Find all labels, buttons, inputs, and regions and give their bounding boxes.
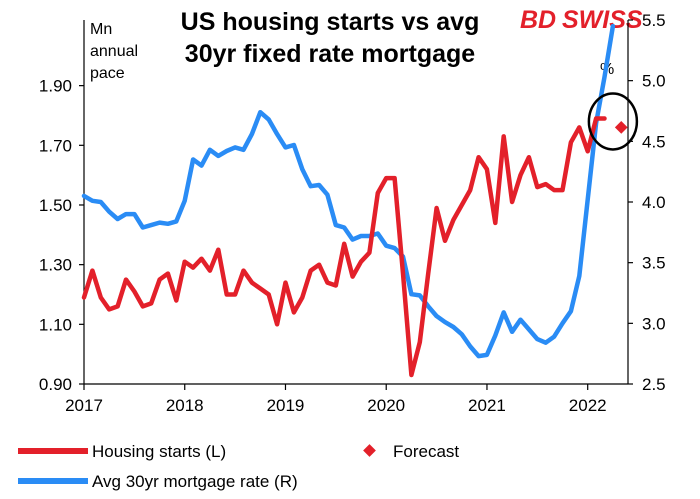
forecast-marker — [614, 121, 628, 134]
right-tick-label: 3.0 — [642, 314, 666, 333]
legend: Housing starts (L) Forecast Avg 30yr mor… — [18, 442, 459, 491]
right-tick-label: 4.5 — [642, 132, 666, 151]
x-tick-label: 2020 — [367, 396, 405, 415]
x-tick-label: 2019 — [267, 396, 305, 415]
right-axis-ticks: 2.5 3.0 3.5 4.0 4.5 5.0 5.5 — [628, 11, 666, 394]
left-unit-label-1: Mn — [90, 21, 112, 38]
series-layer — [81, 23, 639, 378]
brand-text-bd: BD — [520, 6, 556, 34]
x-tick-label: 2022 — [569, 396, 607, 415]
left-tick-label: 1.10 — [39, 315, 72, 334]
legend-label-mortgage-rate: Avg 30yr mortgage rate (R) — [92, 472, 298, 491]
brand-logo: BD SWISS — [520, 6, 643, 34]
right-tick-label: 5.0 — [642, 72, 666, 91]
series-line-housing-starts — [81, 116, 607, 378]
x-tick-label: 2021 — [468, 396, 506, 415]
chart-title-line-1: US housing starts vs avg — [181, 8, 480, 36]
x-tick-label: 2018 — [166, 396, 204, 415]
left-tick-label: 1.70 — [39, 136, 72, 155]
right-tick-label: 2.5 — [642, 375, 666, 394]
x-tick-label: 2017 — [65, 396, 103, 415]
left-axis-ticks: 0.90 1.10 1.30 1.50 1.70 1.90 — [39, 77, 84, 394]
x-axis-ticks: 2017 2018 2019 2020 2021 2022 — [65, 384, 607, 415]
right-tick-label: 5.5 — [642, 11, 666, 30]
circle-annotation — [587, 92, 639, 151]
series-line-mortgage-rate — [81, 23, 616, 359]
left-unit-label-3: pace — [90, 65, 125, 82]
chart-title-line-2: 30yr fixed rate mortgage — [185, 40, 475, 68]
left-tick-label: 1.50 — [39, 196, 72, 215]
left-unit-label-2: annual — [90, 43, 138, 60]
right-tick-label: 3.5 — [642, 254, 666, 273]
right-tick-label: 4.0 — [642, 193, 666, 212]
left-tick-label: 1.90 — [39, 77, 72, 96]
legend-swatch-forecast — [363, 444, 376, 457]
legend-label-housing-starts: Housing starts (L) — [92, 442, 226, 461]
left-tick-label: 0.90 — [39, 375, 72, 394]
left-tick-label: 1.30 — [39, 256, 72, 275]
legend-label-forecast: Forecast — [393, 442, 459, 461]
